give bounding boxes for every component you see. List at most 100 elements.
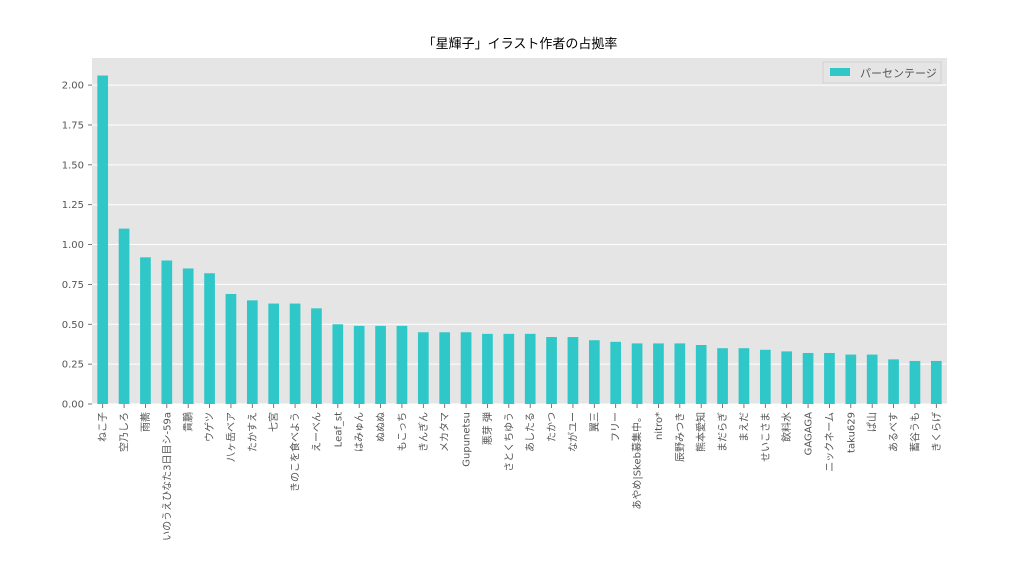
bar [802,352,814,404]
x-tick-label: いのうえひなた3日目シ-59a [161,412,173,541]
bar [610,341,622,404]
legend: パーセンテージ [822,61,942,84]
chart-title: 「星輝子」イラスト作者の占拠率 [423,36,618,52]
x-tick-label: はみゅん [354,412,366,452]
bar [375,325,386,404]
x-tick-label: 辰野みつき [674,412,686,462]
x-tick-label: ぱ山 [867,412,879,432]
bar [824,352,835,404]
x-tick-label: 貴鵬 [182,412,195,432]
bar [225,293,237,404]
x-tick-label: たかつ [546,412,558,442]
x-axis: ねこ子 空乃しろ 雨蕎 いのうえひなた3日目シ-59a 貴鵬 ウゲツ 八ヶ岳ベア たかすえ 七宮… [97,404,943,541]
y-tick-label: 1.50 [62,160,84,171]
bar [717,348,728,404]
x-tick-label: ねこ子 [97,412,109,442]
legend-label: パーセンテージ [860,67,937,80]
bar [482,333,493,404]
x-tick-label: GAGAGA [804,412,815,456]
bar [204,273,215,404]
bar [503,333,515,404]
legend-swatch [830,68,850,76]
bar [759,349,771,404]
bar [332,324,344,404]
bar [631,343,643,404]
bar [866,354,878,404]
bar [888,359,899,404]
x-tick-label: フリー [611,412,622,442]
bar [524,333,536,404]
x-tick-label: きくらげ [931,412,943,452]
bar [674,343,686,404]
y-tick-label: 0.75 [62,280,84,291]
y-tick-label: 1.25 [62,200,84,211]
x-tick-label: 空乃しろ [118,412,131,452]
bar [653,343,664,404]
bar [738,348,750,404]
x-tick-label: Leaf_st [333,412,344,447]
bar [930,360,942,404]
x-tick-label: Gupunetsu [462,412,473,467]
bar [161,260,173,404]
bar [182,268,194,404]
x-tick-label: nitro* [654,412,665,440]
bar [246,300,258,404]
plot-area [92,58,947,404]
bar [909,360,921,404]
bar [588,340,600,404]
y-tick-label: 0.25 [62,360,84,371]
y-tick-label: 0.00 [62,400,84,411]
bar [781,351,793,404]
x-tick-label: まだらぎ [716,412,729,452]
x-tick-label: 雨蕎 [140,412,152,432]
x-tick-label: メカタマ [439,412,451,452]
x-tick-label: taku629 [846,412,857,453]
y-axis: 0.00 0.25 0.50 0.75 1.00 1.25 1.50 1.75 2.00 [62,81,92,411]
bar [353,325,365,404]
bar [396,325,408,404]
x-tick-label: 翼三 [589,412,601,432]
bar [97,75,109,404]
x-tick-label: もこっち [396,412,408,451]
bar [118,228,130,404]
bar [417,332,429,404]
x-tick-label: 飲料水 [780,412,793,442]
bar [311,308,322,404]
x-tick-label: 七宮 [267,412,280,432]
x-tick-label: せいこさま [760,412,772,462]
bar [289,303,301,404]
bars [97,75,942,404]
x-tick-label: きのこを食べよう [289,412,302,492]
x-tick-label: あるべす [888,412,900,452]
y-tick-label: 0.50 [62,320,84,331]
x-tick-label: ながユー [566,412,579,452]
bar [460,332,472,404]
bar [845,354,857,404]
bar [268,303,280,404]
bar [567,337,579,404]
x-tick-label: 蓄谷うも [909,412,921,452]
y-tick-label: 2.00 [62,81,84,92]
bar [140,257,151,404]
x-tick-label: あしたる [525,412,537,452]
x-tick-label: たかすえ [247,412,259,452]
legend-box [822,61,942,84]
x-tick-label: 悪芽 弾 [481,412,494,445]
bar [546,337,557,404]
bar [439,332,451,404]
x-tick-label: 八ヶ岳ベア [225,412,237,462]
bar [695,345,707,404]
x-tick-label: ウゲツ [204,412,216,442]
x-tick-label: ニックネーム [824,412,836,472]
x-tick-label: まえだ [738,412,750,442]
x-tick-label: きんぎん [417,412,430,452]
x-tick-label: 熊本愛知 [695,412,708,452]
x-tick-label: さとくちゆう [503,412,515,472]
y-tick-label: 1.00 [62,240,84,251]
x-tick-label: えーべん [311,412,323,452]
x-tick-label: あやめ|Skeb募集中。 [631,412,644,510]
y-tick-label: 1.75 [62,120,84,131]
x-tick-label: ぬぬぬ [375,412,387,442]
